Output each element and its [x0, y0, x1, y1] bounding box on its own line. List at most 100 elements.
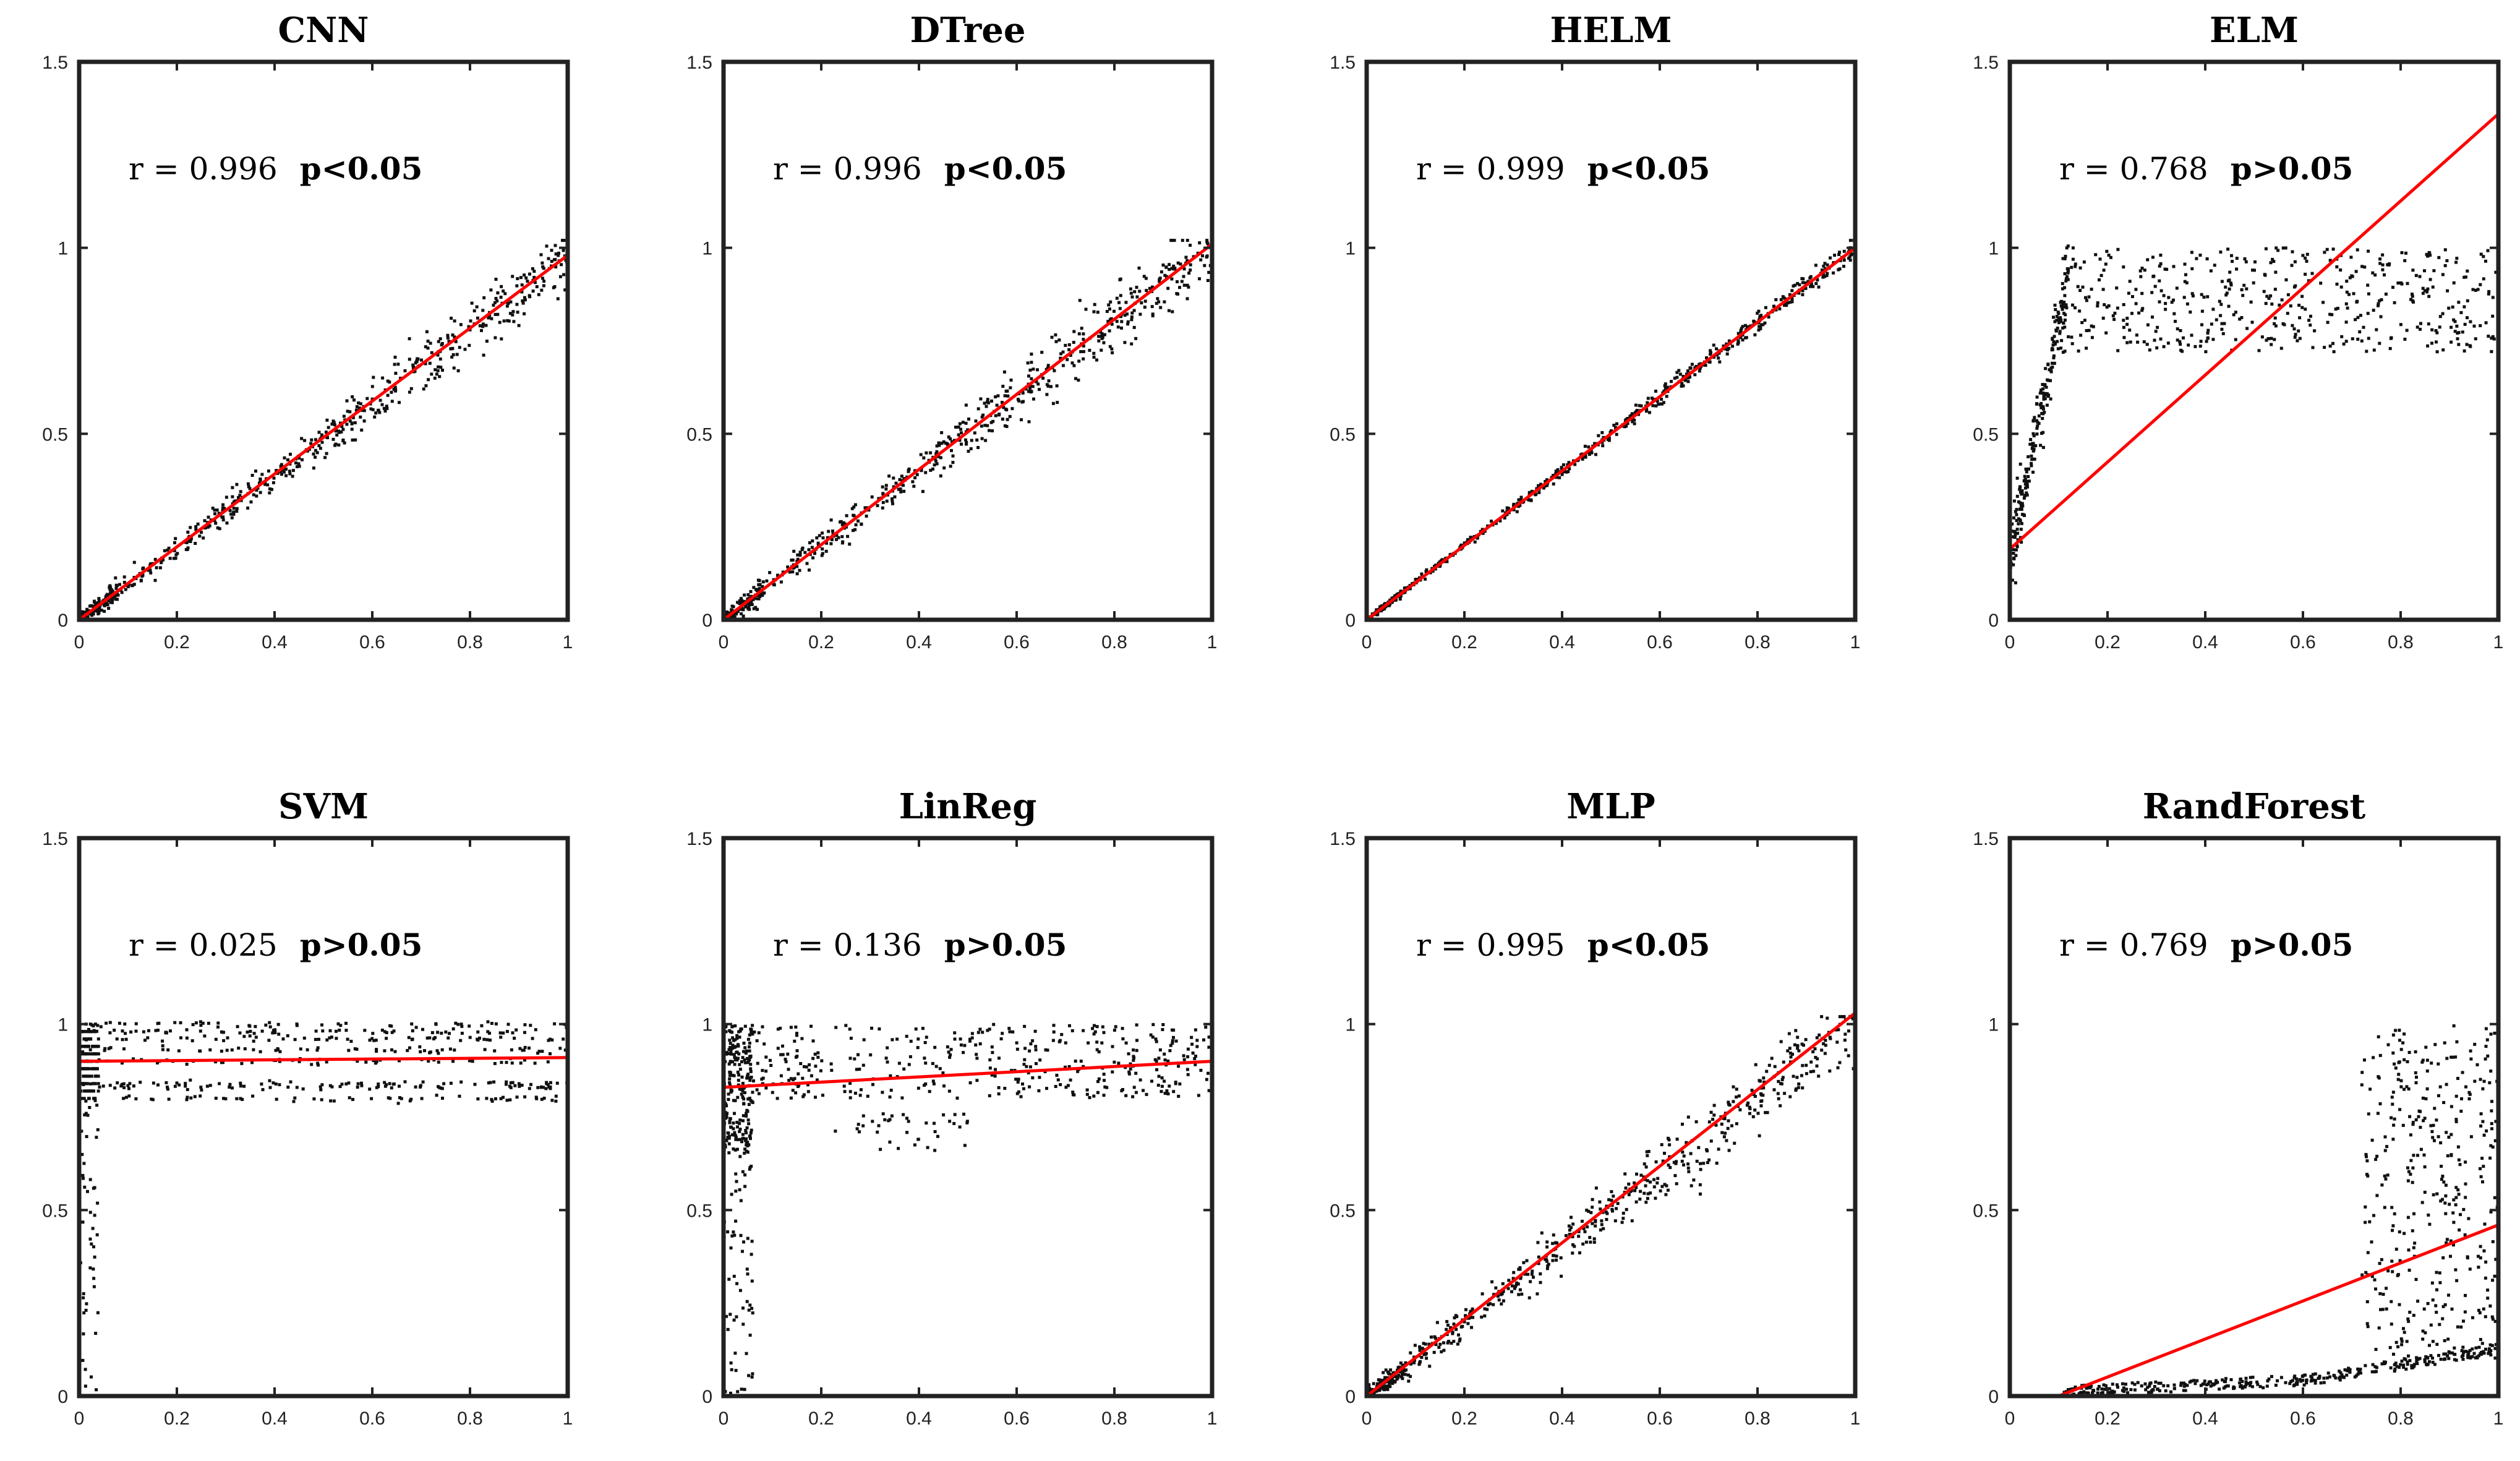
point-dtree-83 [1143, 306, 1147, 309]
point-elm-26 [2027, 475, 2030, 478]
point-elm-258 [2450, 325, 2453, 329]
point-linreg-351 [729, 1361, 733, 1365]
point-elm-633 [2281, 322, 2285, 325]
point-cnn-174 [507, 319, 511, 323]
point-elm-220 [2297, 329, 2300, 333]
point-cnn-420 [550, 260, 553, 263]
point-cnn-162 [521, 301, 525, 305]
point-randforest-177 [2404, 1368, 2408, 1371]
point-svm-430 [92, 1267, 95, 1271]
point-elm-568 [2270, 336, 2273, 340]
point-linreg-473 [1138, 1078, 1142, 1082]
point-mlp-290 [1795, 1076, 1799, 1079]
point-cnn-457 [427, 378, 430, 382]
ytick-label-dtree-1: 0.5 [686, 424, 712, 445]
point-elm-52 [2241, 294, 2245, 298]
point-linreg-268 [1082, 1029, 1085, 1032]
point-elm-519 [2018, 486, 2022, 489]
point-elm-31 [2148, 348, 2151, 352]
point-svm-504 [549, 1081, 552, 1084]
point-svm-456 [508, 1084, 511, 1088]
point-svm-310 [267, 1039, 271, 1042]
point-cnn-107 [377, 409, 380, 413]
point-svm-35 [194, 1021, 198, 1025]
point-elm-240 [2419, 327, 2422, 331]
point-svm-91 [302, 1036, 306, 1040]
point-cnn-164 [323, 456, 327, 460]
point-svm-399 [374, 1039, 378, 1042]
point-svm-93 [85, 1135, 88, 1138]
point-dtree-399 [791, 558, 795, 562]
point-dtree-387 [730, 615, 734, 619]
point-svm-651 [380, 1029, 384, 1032]
point-dtree-120 [746, 607, 750, 611]
point-randforest-172 [2395, 1365, 2399, 1368]
point-linreg-555 [856, 1053, 860, 1056]
point-linreg-85 [741, 1089, 745, 1093]
point-mlp-205 [1413, 1343, 1417, 1347]
point-elm-140 [2159, 289, 2163, 293]
point-linreg-433 [1105, 1086, 1109, 1089]
point-elm-174 [2140, 267, 2144, 270]
point-mlp-414 [1712, 1103, 1716, 1107]
point-dtree-333 [752, 586, 756, 589]
point-dtree-104 [1206, 279, 1210, 282]
point-elm-476 [2052, 335, 2056, 338]
point-cnn-83 [325, 452, 328, 455]
point-mlp-222 [1605, 1218, 1608, 1221]
point-dtree-383 [1099, 330, 1103, 334]
point-cnn-181 [174, 553, 178, 557]
point-svm-454 [494, 1022, 498, 1026]
point-svm-486 [108, 1021, 112, 1024]
point-cnn-316 [415, 359, 419, 363]
point-dtree-70 [1123, 314, 1127, 317]
point-svm-279 [128, 1082, 132, 1086]
point-svm-15 [96, 1052, 100, 1056]
point-elm-575 [2482, 255, 2485, 259]
point-helm-53 [1644, 409, 1648, 413]
point-mlp-125 [1649, 1180, 1652, 1184]
point-linreg-49 [949, 1053, 952, 1056]
point-linreg-23 [789, 1026, 793, 1029]
point-helm-393 [1639, 404, 1643, 408]
point-helm-594 [1544, 484, 1547, 488]
point-elm-360 [2330, 313, 2334, 317]
point-helm-374 [1537, 484, 1540, 487]
point-linreg-263 [933, 1121, 936, 1125]
point-randforest-5 [2437, 1094, 2440, 1097]
point-randforest-108 [2256, 1382, 2260, 1386]
point-randforest-111 [2433, 1363, 2437, 1366]
point-randforest-207 [2366, 1174, 2370, 1178]
point-mlp-47 [1675, 1182, 1678, 1186]
point-linreg-481 [728, 1083, 732, 1087]
point-linreg-290 [750, 1253, 753, 1256]
point-mlp-207 [1464, 1314, 1467, 1317]
point-elm-646 [2064, 279, 2068, 283]
point-linreg-320 [1157, 1074, 1161, 1078]
point-svm-246 [177, 1049, 181, 1053]
point-linreg-516 [878, 1027, 881, 1030]
point-mlp-62 [1399, 1370, 1403, 1374]
point-cnn-333 [303, 439, 307, 442]
point-helm-156 [1685, 372, 1688, 376]
point-linreg-401 [746, 1236, 750, 1240]
point-elm-382 [2014, 533, 2017, 536]
point-mlp-356 [1369, 1389, 1372, 1392]
point-svm-126 [87, 1027, 90, 1031]
point-cnn-295 [255, 488, 258, 492]
point-elm-361 [2062, 304, 2065, 308]
point-linreg-652 [733, 1024, 737, 1027]
point-mlp-320 [1469, 1316, 1473, 1319]
point-dtree-457 [846, 534, 850, 538]
point-mlp-503 [1516, 1282, 1520, 1286]
point-cnn-288 [408, 337, 411, 341]
point-elm-678 [2415, 325, 2419, 329]
point-svm-545 [500, 1061, 503, 1065]
point-mlp-404 [1665, 1184, 1668, 1188]
point-mlp-179 [1753, 1095, 1757, 1098]
point-linreg-272 [1003, 1087, 1007, 1090]
point-svm-151 [487, 1081, 490, 1085]
point-cnn-476 [393, 356, 397, 359]
point-randforest-12 [2484, 1315, 2487, 1319]
point-svm-621 [96, 1074, 100, 1078]
